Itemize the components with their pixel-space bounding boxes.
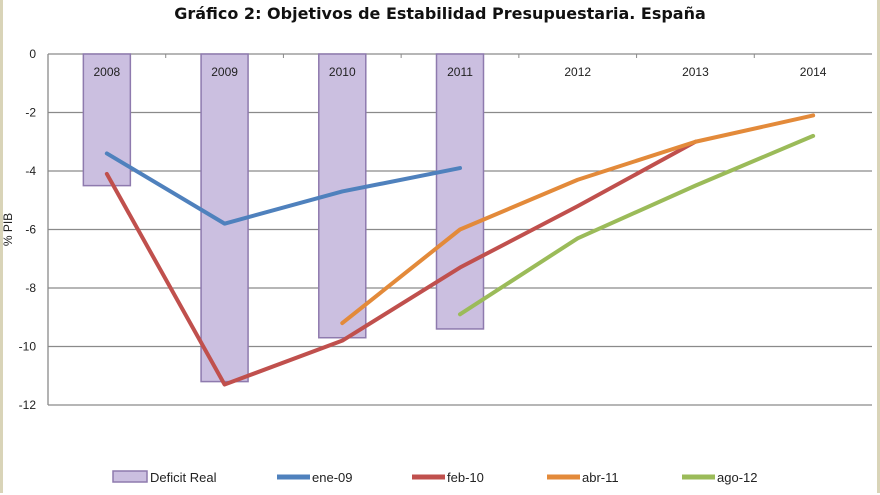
y-tick-label: -12	[19, 398, 37, 412]
y-tick-label: -6	[25, 223, 36, 237]
x-tick-label: 2012	[564, 65, 591, 79]
legend-label: ago-12	[717, 470, 757, 485]
legend-swatch-deficit-real	[112, 470, 148, 483]
x-tick-label: 2010	[329, 65, 356, 79]
y-tick-label: 0	[29, 47, 36, 61]
y-tick-label: -2	[25, 106, 36, 120]
x-tick-label: 2009	[211, 65, 238, 79]
chart-title: Gráfico 2: Objetivos de Estabilidad Pres…	[174, 4, 706, 23]
x-tick-label: 2014	[800, 65, 827, 79]
bar-deficit-real-2011	[435, 53, 485, 330]
line-abr-11	[340, 113, 816, 326]
line-ago-12	[458, 133, 816, 317]
line-ene-09	[104, 151, 462, 226]
y-tick-label: -8	[25, 281, 36, 295]
line-feb-10	[104, 139, 698, 387]
y-axis-label: % PIB	[1, 213, 15, 246]
legend-label: feb-10	[447, 470, 484, 485]
x-tick-label: 2011	[447, 65, 473, 79]
legend-label: abr-11	[582, 470, 619, 485]
y-tick-label: -4	[25, 164, 36, 178]
legend-label: Deficit Real	[150, 470, 217, 485]
x-tick-label: 2008	[94, 65, 121, 79]
legend-label: ene-09	[312, 470, 352, 485]
x-tick-label: 2013	[682, 65, 709, 79]
y-tick-label: -10	[19, 340, 37, 354]
